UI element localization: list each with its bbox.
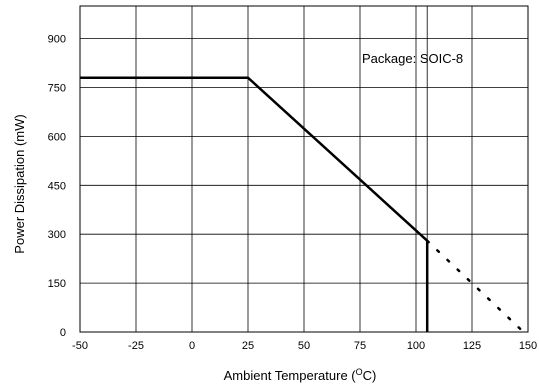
grid xyxy=(79,6,529,332)
x-axis-label-main: Ambient Temperature ( xyxy=(224,368,357,383)
y-tick-label: 0 xyxy=(60,327,66,339)
x-tick-label: 125 xyxy=(463,340,481,352)
x-tick-label: 75 xyxy=(354,340,366,352)
x-tick-label: 100 xyxy=(407,340,425,352)
x-axis-label-superscript: O xyxy=(356,367,363,377)
y-tick-label: 750 xyxy=(48,83,66,95)
y-tick-label: 450 xyxy=(48,180,66,192)
extrapolated-derating-line xyxy=(425,239,525,334)
y-tick-label: 150 xyxy=(48,278,66,290)
plot-frame xyxy=(79,5,529,333)
series-group xyxy=(80,76,525,334)
x-tick-label: -25 xyxy=(128,340,144,352)
power-derating-line xyxy=(80,76,429,332)
x-axis-label: Ambient Temperature (OC) xyxy=(224,367,377,383)
y-tick-label: 900 xyxy=(48,34,66,46)
x-tick-label: 150 xyxy=(519,340,537,352)
x-axis-label-tail: C) xyxy=(363,368,377,383)
y-tick-label: 600 xyxy=(48,131,66,143)
x-tick-label: 50 xyxy=(298,340,310,352)
x-tick-label: -50 xyxy=(72,340,88,352)
y-tick-label: 300 xyxy=(48,229,66,241)
y-axis-label: Power Dissipation (mW) xyxy=(12,114,27,253)
tick-labels: -50 -25 0 25 50 75 100 125 150 0 150 300 450 600 750 90… xyxy=(48,34,538,352)
x-tick-label: 0 xyxy=(189,340,195,352)
package-annotation: Package: SOIC-8 xyxy=(362,51,463,66)
x-tick-label: 25 xyxy=(242,340,254,352)
